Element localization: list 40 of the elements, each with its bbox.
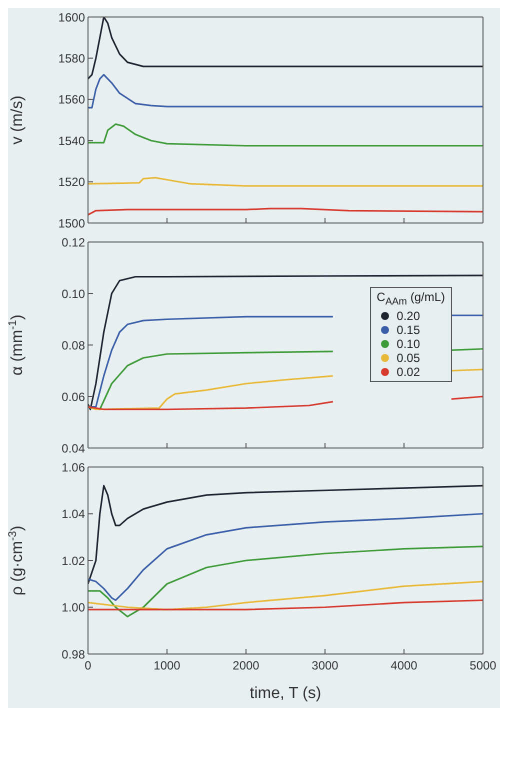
- line-series: [88, 208, 483, 216]
- x-tick-label: 3000: [312, 658, 339, 673]
- y-tick-label: 1.04: [62, 507, 86, 522]
- y-tick-label: 1600: [58, 10, 86, 24]
- y-tick-label: 1.00: [62, 600, 86, 615]
- line-series: [88, 176, 483, 187]
- y-tick-label: 1.06: [62, 460, 86, 474]
- y-tick-label: 0.12: [62, 235, 86, 250]
- y-tick-label: 1560: [58, 92, 86, 107]
- legend-label: 0.05: [396, 351, 420, 366]
- y-tick-label: 0.08: [62, 338, 86, 352]
- legend-label: 0.10: [396, 337, 420, 352]
- x-tick-label: 4000: [390, 658, 418, 673]
- y-tick-label: 1580: [58, 51, 86, 66]
- line-series: [88, 546, 483, 618]
- line-series: [88, 599, 483, 610]
- y-tick-label: 1540: [58, 134, 86, 148]
- legend-title: C$_{AAm}$ (g/mL): [376, 290, 445, 310]
- line-series: [88, 580, 483, 610]
- y-tick-label: 0.06: [62, 390, 86, 404]
- y-tick-label: 0.10: [62, 286, 86, 301]
- x-axis-title: time, T (s): [250, 685, 322, 702]
- x-tick-label: 5000: [470, 658, 497, 673]
- y-axis-title: v (m/s): [9, 96, 26, 144]
- legend-label: 0.02: [396, 365, 420, 380]
- line-series: [88, 512, 483, 602]
- line-series: [88, 123, 483, 147]
- legend-label: 0.15: [396, 323, 420, 338]
- legend-label: 0.20: [396, 309, 420, 324]
- x-tick-label: 1000: [154, 658, 181, 673]
- x-tick-label: 2000: [232, 658, 260, 673]
- y-tick-label: 1500: [58, 216, 86, 230]
- y-tick-label: 0.98: [62, 647, 86, 662]
- line-series: [88, 74, 483, 108]
- line-series: [88, 274, 483, 410]
- line-series: [88, 484, 483, 585]
- y-tick-label: 1520: [58, 175, 86, 190]
- x-tick-label: 0: [84, 658, 92, 673]
- y-tick-label: 1.02: [62, 554, 86, 568]
- y-tick-label: 0.04: [62, 441, 86, 456]
